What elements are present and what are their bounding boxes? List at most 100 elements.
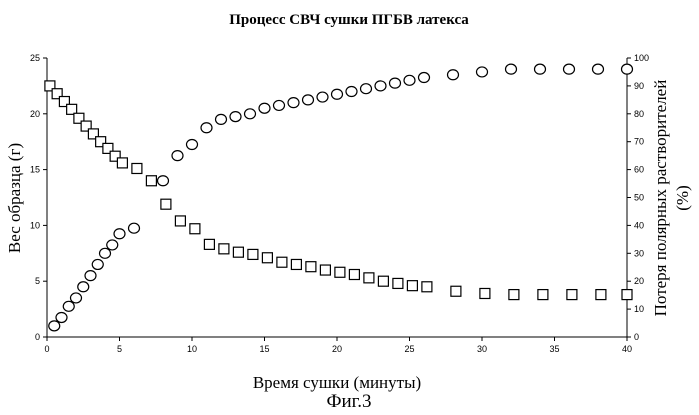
data-point-circle — [78, 282, 89, 292]
data-point-circle — [506, 64, 517, 74]
data-point-circle — [332, 89, 343, 99]
y-tick-label-right: 40 — [634, 220, 644, 230]
data-point-circle — [56, 312, 67, 322]
data-point-square — [378, 276, 388, 286]
data-point-square — [117, 158, 127, 168]
data-point-circle — [622, 64, 633, 74]
data-point-circle — [404, 75, 415, 85]
figure-caption: Фиг.3 — [326, 391, 371, 412]
data-point-circle — [259, 103, 270, 113]
data-point-circle — [419, 73, 430, 83]
y-tick-label-right: 30 — [634, 248, 644, 258]
data-point-circle — [216, 114, 227, 124]
data-point-circle — [114, 229, 125, 239]
x-axis-label: Время сушки (минуты) — [253, 373, 421, 392]
y-tick-label-left: 15 — [30, 165, 40, 175]
data-point-circle — [230, 112, 241, 122]
data-point-circle — [172, 151, 183, 161]
y-tick-label-right: 80 — [634, 109, 644, 119]
data-point-square — [567, 290, 577, 300]
data-point-square — [451, 286, 461, 296]
data-point-circle — [303, 95, 314, 105]
data-point-square — [320, 265, 330, 275]
chart-title: Процесс СВЧ сушки ПГБВ латекса — [229, 12, 469, 28]
y-axis-label-right-line2: (%) — [673, 185, 692, 210]
x-tick-label: 20 — [332, 344, 342, 354]
y-tick-label-left: 10 — [30, 220, 40, 230]
data-point-square — [422, 282, 432, 292]
data-point-square — [393, 278, 403, 288]
y-tick-label-right: 0 — [634, 332, 639, 342]
data-point-circle — [85, 271, 96, 281]
data-point-square — [622, 290, 632, 300]
data-point-square — [146, 176, 156, 186]
data-point-circle — [71, 293, 82, 303]
x-tick-label: 15 — [259, 344, 269, 354]
data-point-square — [509, 290, 519, 300]
x-tick-label: 25 — [404, 344, 414, 354]
y-tick-label-right: 100 — [634, 53, 649, 63]
data-point-circle — [129, 223, 140, 233]
x-tick-label: 5 — [117, 344, 122, 354]
data-point-circle — [201, 123, 212, 133]
data-point-square — [219, 244, 229, 254]
data-point-square — [364, 273, 374, 283]
y-tick-label-right: 70 — [634, 137, 644, 147]
data-point-square — [204, 239, 214, 249]
y-tick-label-right: 90 — [634, 81, 644, 91]
marks — [45, 64, 633, 331]
x-tick-label: 30 — [477, 344, 487, 354]
data-point-circle — [107, 240, 118, 250]
data-point-circle — [593, 64, 604, 74]
y-tick-label-right: 10 — [634, 304, 644, 314]
data-point-square — [262, 253, 272, 263]
data-point-circle — [187, 139, 198, 149]
data-point-circle — [346, 86, 357, 96]
data-point-square — [349, 270, 359, 280]
data-point-circle — [158, 176, 169, 186]
data-point-circle — [564, 64, 575, 74]
data-point-square — [291, 259, 301, 269]
data-point-circle — [390, 78, 401, 88]
x-tick-label: 40 — [622, 344, 632, 354]
y-tick-label-left: 5 — [35, 276, 40, 286]
data-point-square — [277, 257, 287, 267]
y-axis-label-left: Вес образца (г) — [5, 143, 24, 253]
data-point-circle — [375, 81, 386, 91]
data-point-circle — [49, 321, 60, 331]
y-tick-label-right: 20 — [634, 276, 644, 286]
data-point-circle — [317, 92, 328, 102]
x-tick-label: 0 — [44, 344, 49, 354]
data-point-square — [538, 290, 548, 300]
data-point-square — [175, 216, 185, 226]
data-point-circle — [274, 100, 285, 110]
data-point-square — [335, 267, 345, 277]
data-point-square — [306, 262, 316, 272]
data-point-circle — [535, 64, 546, 74]
data-point-square — [190, 224, 200, 234]
data-point-circle — [100, 248, 111, 258]
y-tick-label-right: 60 — [634, 165, 644, 175]
data-point-square — [161, 199, 171, 209]
data-point-circle — [448, 70, 459, 80]
data-point-circle — [63, 301, 74, 311]
data-point-square — [233, 247, 243, 257]
y-axis-label-right-line1: Потеря полярных растворителей — [651, 80, 670, 317]
y-tick-label-right: 50 — [634, 193, 644, 203]
x-tick-label: 35 — [549, 344, 559, 354]
y-tick-label-left: 0 — [35, 332, 40, 342]
data-point-circle — [288, 98, 299, 108]
data-point-circle — [361, 84, 372, 94]
data-point-square — [407, 281, 417, 291]
data-point-circle — [477, 67, 488, 77]
data-point-square — [480, 288, 490, 298]
data-point-circle — [245, 109, 256, 119]
y-tick-label-left: 25 — [30, 53, 40, 63]
y-tick-label-left: 20 — [30, 109, 40, 119]
x-tick-label: 10 — [187, 344, 197, 354]
data-point-square — [596, 290, 606, 300]
data-point-square — [248, 249, 258, 259]
data-point-circle — [92, 259, 103, 269]
data-point-square — [132, 163, 142, 173]
